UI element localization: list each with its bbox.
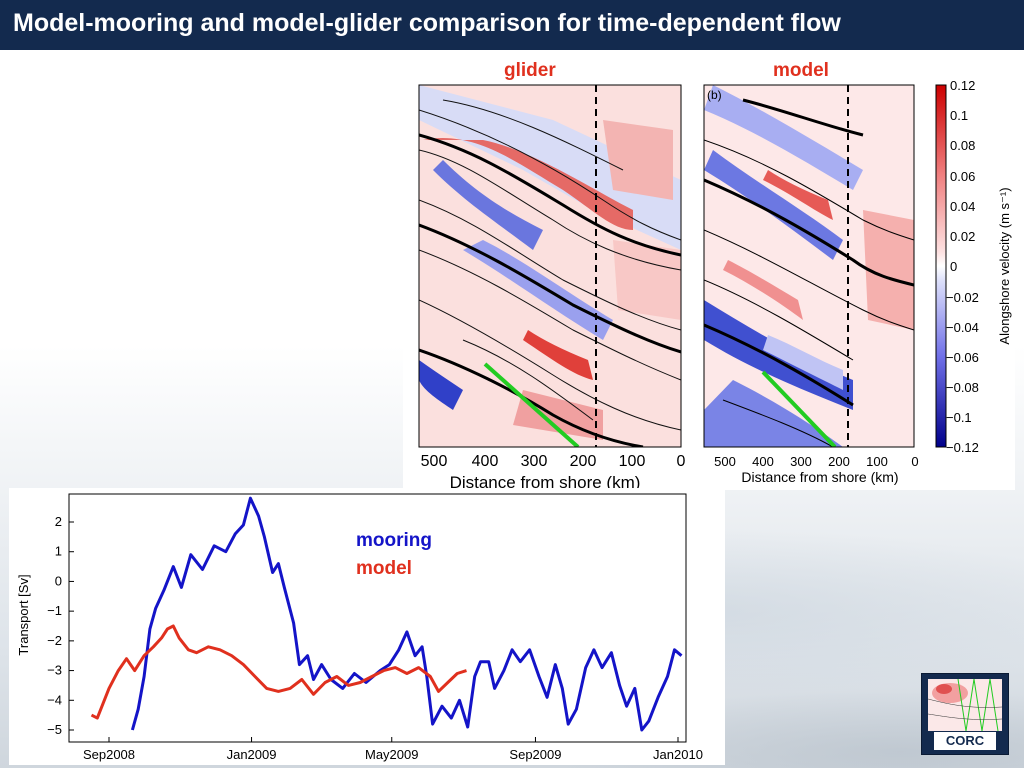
glider-section-panel: [419, 85, 681, 447]
colorbar-tick: −0.12: [946, 440, 979, 455]
glider-xticks: 500 400 300 200 100 0: [421, 453, 686, 470]
glider-xlabel: Distance from shore (km): [450, 473, 641, 490]
y-tick-label: −2: [47, 633, 62, 648]
legend-mooring: mooring: [356, 530, 432, 551]
glider-xtick: 0: [677, 453, 686, 470]
y-axis-ticks: 2 1 0 −1 −2 −3 −4 −5: [47, 514, 74, 737]
x-axis-ticks: Sep2008 Jan2009 May2009 Sep2009 Jan2010: [83, 737, 703, 762]
colorbar-tick: 0.12: [950, 80, 975, 93]
y-tick-label: 0: [55, 573, 62, 588]
glider-xtick: 200: [570, 453, 597, 470]
mooring-series-line: [130, 496, 683, 732]
slide-title: Model-mooring and model-glider compariso…: [13, 9, 841, 37]
glider-xtick: 300: [521, 453, 548, 470]
y-tick-label: −3: [47, 663, 62, 678]
model-xtick: 300: [790, 454, 812, 469]
colorbar-tick: −0.1: [946, 410, 972, 425]
x-tick-label: Jan2010: [653, 747, 703, 762]
y-tick-label: −5: [47, 722, 62, 737]
colorbar-tick: −0.04: [946, 320, 979, 335]
model-xtick: 0: [911, 454, 918, 469]
logo-text: CORC: [934, 732, 996, 750]
glider-xtick: 100: [619, 453, 646, 470]
plot-area: [68, 493, 687, 743]
colorbar-tick: 0.1: [950, 108, 968, 123]
series-lines: [90, 496, 683, 732]
title-bar: Model-mooring and model-glider compariso…: [0, 0, 1024, 52]
corc-logo: CORC: [921, 673, 1009, 755]
y-tick-label: −1: [47, 603, 62, 618]
colorbar-label: Alongshore velocity (m s⁻¹): [997, 187, 1012, 344]
colorbar-tick: 0.04: [950, 199, 975, 214]
colorbar-tick: 0: [950, 259, 957, 274]
model-label: model: [773, 60, 829, 81]
y-axis-label: Transport [Sv]: [16, 574, 31, 655]
logo-thumbnail: [928, 679, 1002, 731]
colorbar-tick: −0.02: [946, 290, 979, 305]
glider-xtick: 500: [421, 453, 448, 470]
glider-xtick: 400: [472, 453, 499, 470]
panel-b-label: (b): [707, 88, 722, 102]
model-xtick: 500: [714, 454, 736, 469]
colorbar-tick: 0.02: [950, 229, 975, 244]
transport-chart: 210−1−2−3−4−5 Sep2008 Jan2009 May2009 Sep20…: [16, 493, 703, 762]
colorbar-ticks: 0.12 0.1 0.08 0.06 0.04 0.02 0 −0.02 −0.…: [946, 80, 979, 455]
legend-model: model: [356, 558, 412, 579]
colorbar-tick: 0.06: [950, 169, 975, 184]
y-tick-label: −4: [47, 692, 62, 707]
colorbar-tick: −0.06: [946, 350, 979, 365]
section-plots: (b) 500 400 300 200 100 0 Distance from …: [418, 80, 1012, 490]
colorbar-tick: 0.08: [950, 138, 975, 153]
model-xtick: 400: [752, 454, 774, 469]
x-tick-label: May2009: [365, 747, 418, 762]
y-tick-label: 1: [55, 544, 62, 559]
model-xtick: 100: [866, 454, 888, 469]
x-tick-label: Jan2009: [227, 747, 277, 762]
model-series-line: [90, 624, 467, 720]
y-tick-label: 2: [55, 514, 62, 529]
model-xtick: 200: [828, 454, 850, 469]
model-section-panel: [704, 85, 914, 447]
glider-label: glider: [504, 60, 556, 81]
colorbar: [935, 84, 947, 448]
model-xticks: 500 400 300 200 100 0: [714, 454, 918, 469]
x-tick-label: Sep2009: [509, 747, 561, 762]
model-xlabel: Distance from shore (km): [741, 469, 898, 485]
colorbar-tick: −0.08: [946, 380, 979, 395]
x-tick-label: Sep2008: [83, 747, 135, 762]
